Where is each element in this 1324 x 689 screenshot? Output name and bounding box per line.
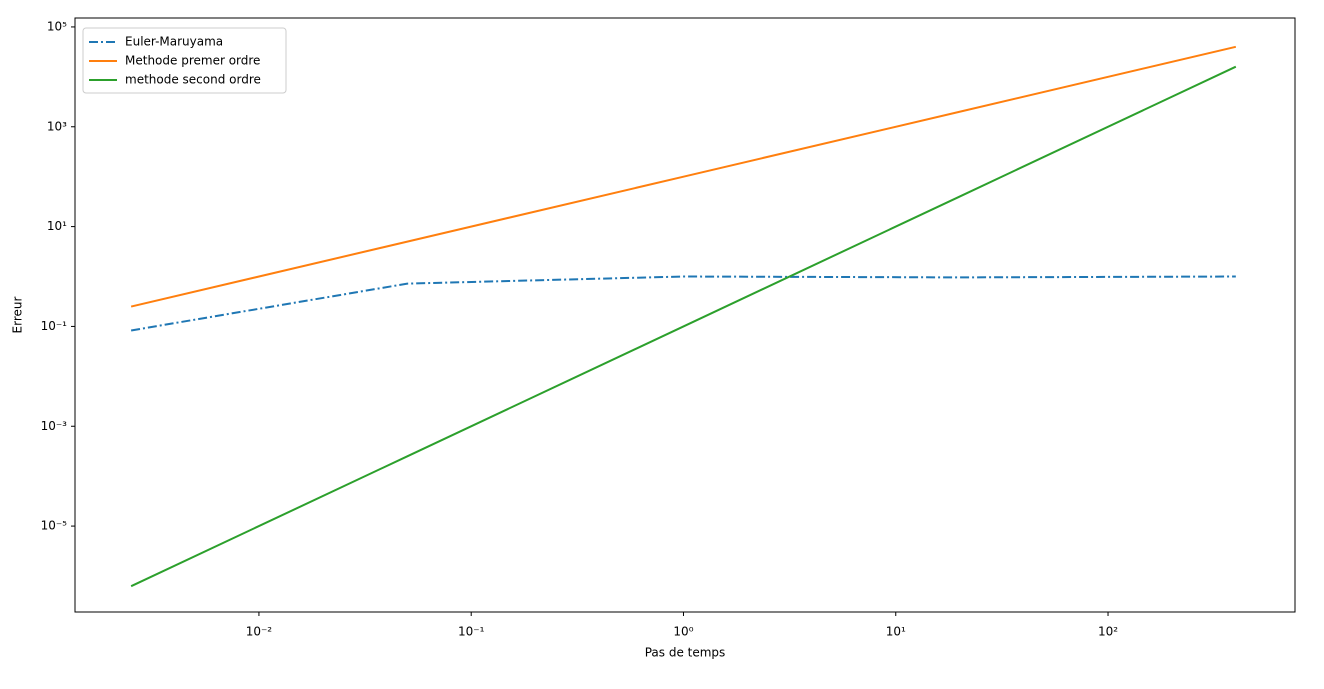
plot-frame xyxy=(74,17,1296,613)
series-line xyxy=(130,65,1237,588)
y-tick-label: 10⁻³ xyxy=(41,419,68,433)
x-tick-label: 10⁻¹ xyxy=(458,625,485,639)
x-tick-label: 10⁻² xyxy=(246,625,273,639)
y-axis-label: Erreur xyxy=(11,296,25,333)
series-line xyxy=(130,45,1237,308)
legend-label: Euler-Maruyama xyxy=(125,35,223,49)
x-tick-label: 10¹ xyxy=(886,625,906,639)
legend-label: methode second ordre xyxy=(125,73,261,87)
x-tick-label: 10² xyxy=(1098,625,1118,639)
y-tick-label: 10¹ xyxy=(47,219,67,233)
x-axis-label: Pas de temps xyxy=(645,646,726,660)
legend-label: Methode premer ordre xyxy=(125,54,260,68)
x-tick-label: 10⁰ xyxy=(673,625,693,639)
y-tick-label: 10⁻⁵ xyxy=(41,519,68,533)
y-tick-label: 10⁻¹ xyxy=(41,319,68,333)
legend: Euler-Maruyama Methode premer ordre method… xyxy=(82,27,287,94)
y-tick-label: 10⁵ xyxy=(47,19,67,33)
legend-box xyxy=(82,27,287,94)
series-line xyxy=(130,275,1236,332)
y-tick-label: 10³ xyxy=(47,119,67,133)
